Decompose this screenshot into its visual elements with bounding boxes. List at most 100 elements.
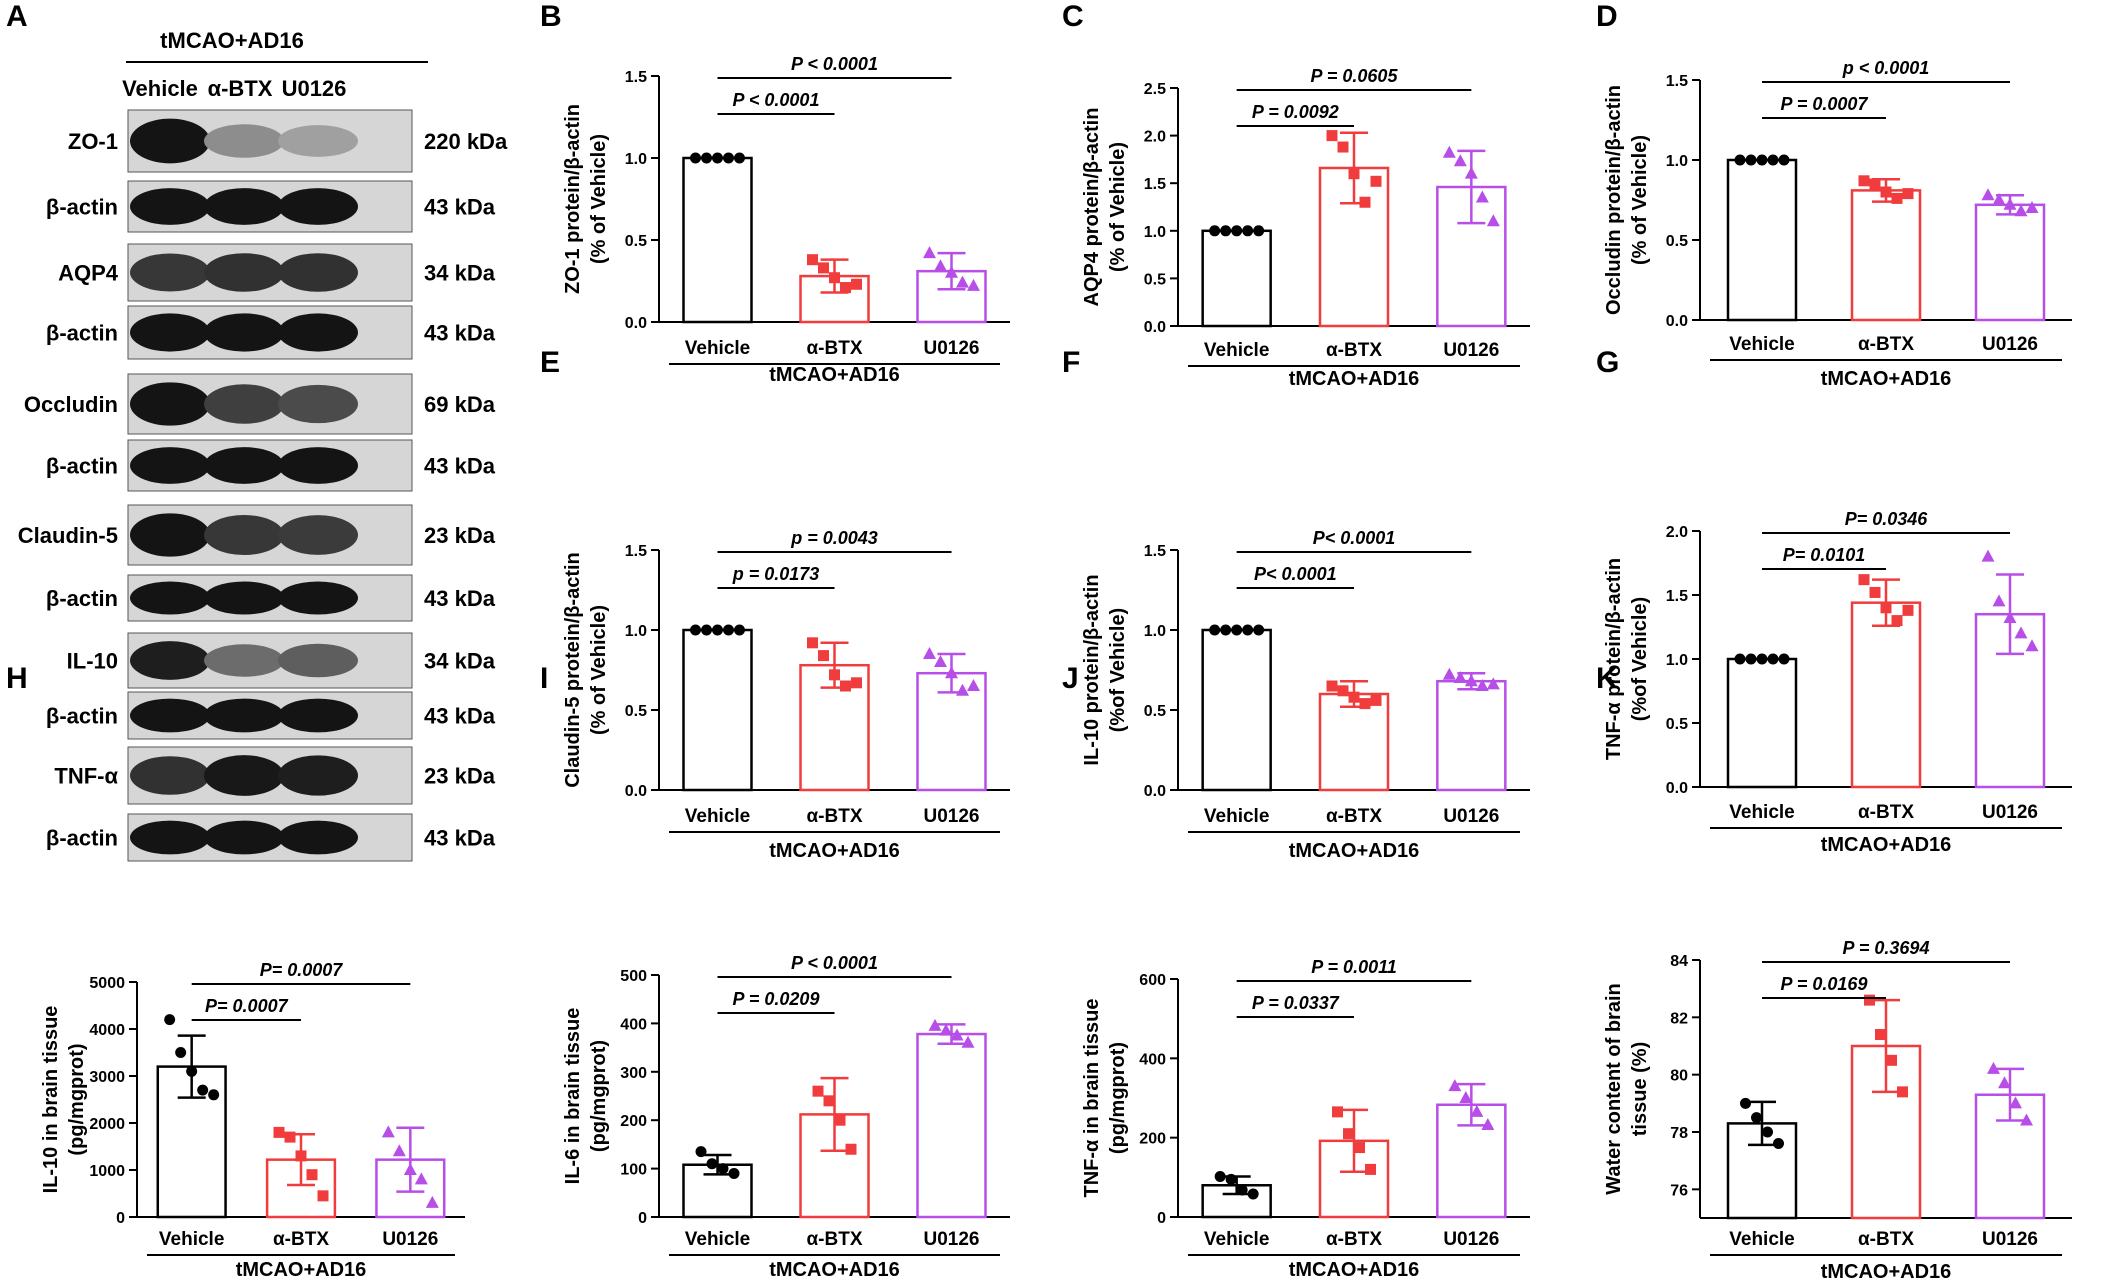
data-point bbox=[728, 1167, 740, 1179]
data-point bbox=[967, 278, 980, 291]
data-point bbox=[1448, 1079, 1462, 1092]
p-value-label: P = 0.0092 bbox=[1252, 102, 1339, 122]
data-point bbox=[1348, 691, 1360, 703]
data-point bbox=[295, 1150, 307, 1162]
y-tick-label: 5000 bbox=[89, 975, 125, 992]
blot-band bbox=[278, 515, 358, 555]
data-point bbox=[712, 152, 723, 164]
blot-kda-label: 43 kDa bbox=[424, 704, 496, 729]
y-tick-label: 0.5 bbox=[625, 703, 647, 720]
y-tick-label: 600 bbox=[1139, 972, 1166, 989]
panel-letter-j: J bbox=[1062, 662, 1079, 695]
blot-protein-label: β-actin bbox=[46, 454, 118, 479]
blot-band bbox=[204, 644, 284, 677]
x-category-label: Vehicle bbox=[685, 806, 751, 827]
p-value-label: P = 0.0011 bbox=[1311, 957, 1397, 977]
bar bbox=[1726, 158, 1798, 322]
blot-band bbox=[204, 820, 284, 855]
x-category-label: Vehicle bbox=[1729, 802, 1795, 823]
y-tick-label: 0.0 bbox=[625, 315, 647, 332]
blot-kda-label: 43 kDa bbox=[424, 454, 496, 479]
x-category-label: α-BTX bbox=[1858, 1229, 1914, 1250]
data-point bbox=[1453, 671, 1467, 683]
data-point bbox=[956, 275, 969, 288]
x-category-label: Vehicle bbox=[1204, 806, 1270, 827]
data-point bbox=[1475, 679, 1489, 691]
p-value-label: P = 0.0169 bbox=[1781, 974, 1868, 994]
data-point bbox=[934, 655, 947, 667]
data-point bbox=[717, 1163, 729, 1175]
y-tick-label: 0.5 bbox=[1144, 703, 1166, 720]
blot-band bbox=[130, 382, 210, 426]
blot-protein-label: IL-10 bbox=[67, 649, 118, 674]
data-point bbox=[1326, 680, 1338, 692]
y-axis-label: Claudin-5 protein/β-actin bbox=[562, 552, 584, 788]
y-tick-label: 2.0 bbox=[1666, 524, 1688, 541]
blot-lane-label: Vehicle bbox=[122, 76, 198, 101]
data-point bbox=[1992, 594, 2006, 607]
x-category-label: α-BTX bbox=[1326, 340, 1382, 361]
data-point bbox=[945, 265, 958, 278]
data-point bbox=[701, 152, 712, 164]
blot-kda-label: 43 kDa bbox=[424, 826, 496, 851]
chart-i: 0 100 200 300 400 500 IL-6 in brain tissue (pg/… bbox=[562, 953, 1010, 1281]
y-tick-label: 1.5 bbox=[1666, 588, 1688, 605]
data-point bbox=[175, 1047, 187, 1058]
data-point bbox=[1869, 586, 1881, 598]
data-point bbox=[1354, 1142, 1365, 1154]
y-tick-label: 300 bbox=[620, 1065, 647, 1082]
x-category-label: U0126 bbox=[1982, 1229, 2038, 1250]
data-point bbox=[1247, 1188, 1259, 1200]
panel-letter-h: H bbox=[6, 662, 28, 695]
data-point bbox=[807, 637, 818, 649]
x-category-label: U0126 bbox=[1443, 1229, 1499, 1250]
data-point bbox=[690, 152, 701, 164]
p-value-label: p = 0.0173 bbox=[732, 564, 820, 584]
data-point bbox=[934, 259, 947, 272]
y-tick-label: 76 bbox=[1670, 1182, 1688, 1199]
data-point bbox=[939, 1023, 953, 1036]
data-point bbox=[823, 1095, 835, 1107]
blot-protein-label: β-actin bbox=[46, 826, 118, 851]
data-point bbox=[1745, 653, 1757, 665]
data-point bbox=[1751, 1112, 1762, 1124]
p-value-label: P= 0.0101 bbox=[1783, 545, 1866, 565]
blot-kda-label: 34 kDa bbox=[424, 649, 496, 674]
y-tick-label: 0.0 bbox=[625, 783, 647, 800]
x-category-label: α-BTX bbox=[806, 1229, 862, 1250]
blot-band bbox=[130, 581, 210, 615]
blot-kda-label: 23 kDa bbox=[424, 523, 496, 548]
data-point bbox=[414, 1172, 428, 1185]
x-category-label: α-BTX bbox=[806, 806, 862, 827]
data-point bbox=[1231, 624, 1243, 636]
data-point bbox=[2020, 1113, 2033, 1126]
blot-band bbox=[204, 384, 284, 424]
y-axis-label: Occludin protein/β-actin bbox=[1603, 85, 1625, 315]
y-tick-label: 0.5 bbox=[1666, 233, 1688, 250]
data-point bbox=[945, 666, 958, 679]
data-point bbox=[164, 1014, 176, 1026]
data-point bbox=[923, 647, 936, 659]
y-tick-label: 0 bbox=[1157, 1210, 1166, 1227]
western-blot-panel: tMCAO+AD16 Vehicle α-BTX U0126 ZO-1 220 kDa β-… bbox=[18, 28, 508, 862]
data-point bbox=[818, 262, 829, 274]
y-axis-label: AQP4 protein/β-actin bbox=[1081, 108, 1103, 307]
bar bbox=[916, 1032, 987, 1219]
y-axis-label: (% of Vehicle) bbox=[588, 134, 610, 264]
blot-lane-label: α-BTX bbox=[208, 76, 273, 101]
data-point bbox=[1242, 225, 1254, 237]
data-point bbox=[1981, 549, 1995, 562]
x-category-label: α-BTX bbox=[273, 1229, 329, 1250]
data-point bbox=[1464, 166, 1478, 179]
blot-protein-label: Occludin bbox=[24, 392, 118, 417]
y-tick-label: 84 bbox=[1670, 953, 1688, 970]
data-point bbox=[1773, 1137, 1784, 1149]
blot-kda-label: 43 kDa bbox=[424, 586, 496, 611]
x-category-label: α-BTX bbox=[1858, 334, 1914, 355]
blot-band bbox=[278, 188, 358, 225]
panel-letter-k: K bbox=[1596, 662, 1618, 695]
y-axis-label: tissue (%) bbox=[1629, 1042, 1651, 1136]
x-category-label: U0126 bbox=[1443, 340, 1499, 361]
y-axis-label: (pg/mgprot) bbox=[588, 1040, 610, 1152]
bar bbox=[1318, 692, 1390, 792]
